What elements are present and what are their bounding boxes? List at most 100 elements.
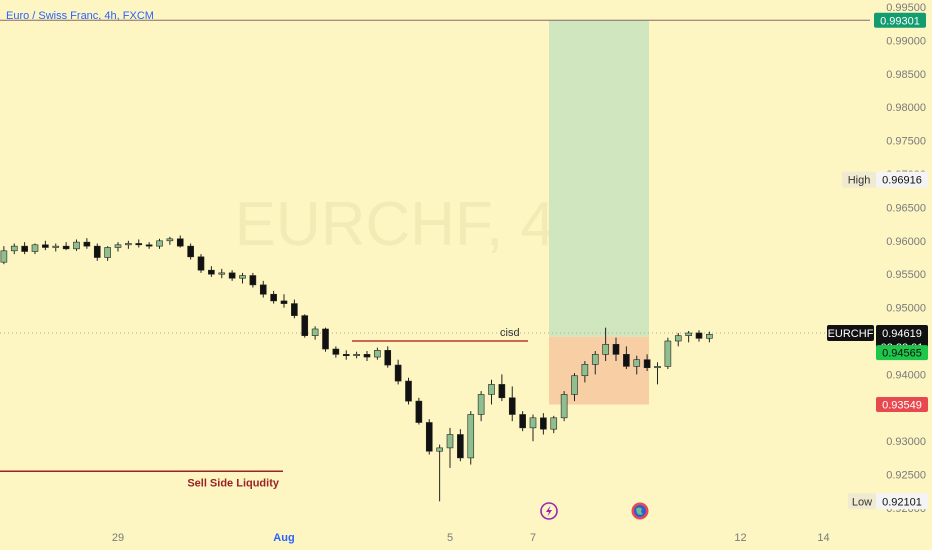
candle[interactable] xyxy=(145,242,153,249)
candle-body-up xyxy=(664,340,672,367)
candle[interactable] xyxy=(228,270,236,281)
loss-zone[interactable] xyxy=(549,336,649,405)
candle[interactable] xyxy=(104,246,111,261)
candle-body-up xyxy=(560,394,568,419)
candle[interactable] xyxy=(602,327,609,362)
flash-event-icon[interactable] xyxy=(540,502,558,520)
candle[interactable] xyxy=(83,238,91,249)
candle[interactable] xyxy=(374,347,381,360)
candle[interactable] xyxy=(332,346,340,358)
candle[interactable] xyxy=(591,351,599,375)
candle[interactable] xyxy=(436,444,443,502)
candle-body-up xyxy=(446,434,454,449)
candle[interactable] xyxy=(425,419,433,455)
candle[interactable] xyxy=(114,242,122,252)
candle[interactable] xyxy=(31,243,39,255)
candle[interactable] xyxy=(73,239,80,251)
low-price-value: 0.92101 xyxy=(882,496,922,508)
candle[interactable] xyxy=(156,238,163,249)
candle[interactable] xyxy=(612,337,620,362)
candle[interactable] xyxy=(394,359,402,385)
candle[interactable] xyxy=(0,246,8,265)
time-tick-label: 7 xyxy=(530,532,536,544)
candle[interactable] xyxy=(10,243,18,255)
candle[interactable] xyxy=(477,391,485,422)
candle[interactable] xyxy=(239,272,246,284)
profit-zone[interactable] xyxy=(549,20,649,337)
candle[interactable] xyxy=(674,332,682,347)
candle[interactable] xyxy=(135,239,143,248)
candle[interactable] xyxy=(508,386,516,422)
candle[interactable] xyxy=(353,351,360,359)
candle[interactable] xyxy=(62,242,70,251)
candle[interactable] xyxy=(457,429,464,462)
time-axis[interactable]: 2429Aug571214192' xyxy=(0,532,932,544)
candle[interactable] xyxy=(706,331,713,343)
candle-body-down xyxy=(540,417,547,430)
candle[interactable] xyxy=(291,299,298,319)
candle[interactable] xyxy=(384,346,392,368)
candle[interactable] xyxy=(581,361,589,383)
symbol-title[interactable]: Euro / Swiss Franc, 4h, FXCM xyxy=(6,10,154,22)
candle[interactable] xyxy=(550,415,558,434)
candle-body-down xyxy=(405,380,412,402)
high-price-badge: High 0.96916 xyxy=(842,171,928,188)
candle[interactable] xyxy=(187,243,194,260)
candle[interactable] xyxy=(685,330,692,343)
candle-body-down xyxy=(498,384,506,399)
candle[interactable] xyxy=(322,327,329,352)
candle[interactable] xyxy=(301,314,309,338)
candle[interactable] xyxy=(42,240,49,251)
candle[interactable] xyxy=(540,413,547,435)
candle[interactable] xyxy=(166,236,174,245)
candle[interactable] xyxy=(197,254,205,273)
cisd-label: cisd xyxy=(500,327,520,339)
candle[interactable] xyxy=(21,242,28,255)
price-tick-label: 0.93000 xyxy=(886,436,926,448)
candle[interactable] xyxy=(633,355,641,375)
candle[interactable] xyxy=(208,266,215,277)
candle[interactable] xyxy=(571,373,578,402)
candle[interactable] xyxy=(488,379,495,405)
candle-body-down xyxy=(145,244,153,247)
candle[interactable] xyxy=(519,411,526,432)
candle[interactable] xyxy=(93,243,101,261)
candle[interactable] xyxy=(498,374,506,402)
candle[interactable] xyxy=(52,243,60,252)
candle[interactable] xyxy=(415,397,423,425)
candle-body-up xyxy=(239,275,246,279)
candle-body-down xyxy=(280,300,288,304)
earth-event-icon[interactable] xyxy=(631,502,649,520)
candle[interactable] xyxy=(342,350,350,360)
price-tick-label: 0.99500 xyxy=(886,2,926,14)
candle[interactable] xyxy=(218,268,226,279)
candle[interactable] xyxy=(664,337,672,370)
candle[interactable] xyxy=(623,346,630,370)
candle-body-up xyxy=(374,350,381,358)
candle[interactable] xyxy=(529,414,537,442)
candle[interactable] xyxy=(259,280,267,298)
candle[interactable] xyxy=(405,377,412,405)
candle[interactable] xyxy=(280,294,288,308)
candle[interactable] xyxy=(467,411,475,465)
candle[interactable] xyxy=(270,290,277,304)
candle[interactable] xyxy=(249,272,257,288)
sell-side-liquidity-label: Sell Side Liqudity xyxy=(187,477,280,489)
candle-body-down xyxy=(623,354,630,367)
candle[interactable] xyxy=(176,235,184,248)
candle[interactable] xyxy=(311,326,319,340)
candle-body-up xyxy=(166,238,174,242)
candle[interactable] xyxy=(654,362,661,385)
candle-body-down xyxy=(270,293,277,302)
candle[interactable] xyxy=(125,240,132,249)
candle[interactable] xyxy=(363,351,371,362)
candle[interactable] xyxy=(643,354,651,372)
candle[interactable] xyxy=(446,427,454,468)
candle[interactable] xyxy=(695,330,703,342)
price-tick-label: 0.94000 xyxy=(886,369,926,381)
candle-body-down xyxy=(394,364,402,382)
candle[interactable] xyxy=(560,391,568,422)
high-caption: High xyxy=(848,175,871,187)
